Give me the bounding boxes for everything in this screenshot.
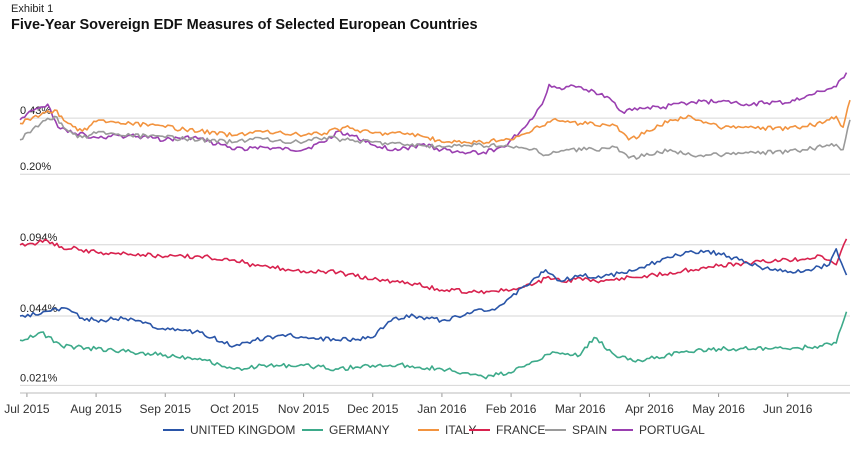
chart-svg: 0.43%0.20%0.094%0.044%0.021%Jul 2015 Aug … bbox=[4, 72, 851, 416]
series-line-spain bbox=[19, 115, 851, 160]
series-line-portugal bbox=[19, 72, 848, 156]
x-tick-label: Apr 2016 bbox=[625, 402, 674, 416]
x-tick-label: Nov 2015 bbox=[278, 402, 330, 416]
legend-item-france: FRANCE bbox=[469, 423, 545, 437]
legend-item-united-kingdom: UNITED KINGDOM bbox=[163, 423, 295, 437]
legend-label: PORTUGAL bbox=[639, 423, 705, 437]
x-tick-label: Jun 2016 bbox=[763, 402, 813, 416]
legend-swatch bbox=[469, 429, 490, 431]
chart-title: Five-Year Sovereign EDF Measures of Sele… bbox=[11, 17, 478, 33]
x-tick-label: Aug 2015 bbox=[70, 402, 122, 416]
exhibit-label: Exhibit 1 bbox=[11, 3, 54, 15]
legend-item-portugal: PORTUGAL bbox=[612, 423, 705, 437]
legend-swatch bbox=[163, 429, 184, 431]
y-tick-label: 0.021% bbox=[20, 372, 58, 384]
legend-item-spain: SPAIN bbox=[545, 423, 607, 437]
x-tick-label: Dec 2015 bbox=[347, 402, 399, 416]
legend-item-italy: ITALY bbox=[418, 423, 477, 437]
x-tick-label: May 2016 bbox=[692, 402, 745, 416]
x-tick-label: Jan 2016 bbox=[417, 402, 467, 416]
x-tick-label: Oct 2015 bbox=[210, 402, 259, 416]
x-tick-label: Jul 2015 bbox=[4, 402, 50, 416]
legend-label: UNITED KINGDOM bbox=[190, 423, 296, 437]
series-line-france bbox=[19, 238, 848, 295]
series-line-united-kingdom bbox=[19, 248, 848, 348]
y-tick-label: 0.20% bbox=[20, 161, 51, 173]
legend-label: GERMANY bbox=[329, 423, 390, 437]
x-tick-label: Feb 2016 bbox=[486, 402, 537, 416]
series-line-germany bbox=[19, 311, 848, 380]
x-tick-label: Sep 2015 bbox=[140, 402, 192, 416]
legend-swatch bbox=[612, 429, 633, 431]
legend-swatch bbox=[418, 429, 439, 431]
x-tick-label: Mar 2016 bbox=[555, 402, 606, 416]
series-line-italy bbox=[19, 99, 851, 145]
legend: UNITED KINGDOM GERMANY ITALY FRANCE SPAIN POR… bbox=[0, 423, 863, 441]
legend-label: FRANCE bbox=[496, 423, 546, 437]
legend-label: SPAIN bbox=[572, 423, 608, 437]
legend-label: ITALY bbox=[445, 423, 477, 437]
legend-swatch bbox=[302, 429, 323, 431]
legend-item-germany: GERMANY bbox=[302, 423, 390, 437]
legend-swatch bbox=[545, 429, 566, 431]
